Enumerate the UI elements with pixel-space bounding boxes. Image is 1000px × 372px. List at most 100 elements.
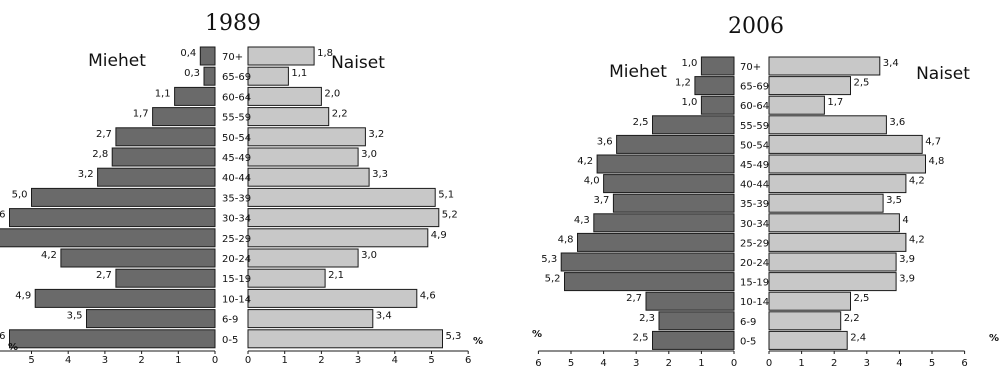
- female-value-label: 2,1: [328, 270, 344, 281]
- female-bar: [768, 174, 907, 194]
- age-group-label: 6-9: [740, 317, 756, 328]
- left-tick-label: 4: [65, 355, 71, 366]
- left-tick-label: 0: [731, 358, 737, 367]
- female-value-label: 4,7: [925, 136, 941, 147]
- age-group-label: 35-39: [222, 193, 251, 204]
- left-tick-label: 0: [212, 355, 218, 366]
- right-tick-label: 6: [961, 358, 967, 367]
- age-group-label: 15-19: [740, 278, 769, 289]
- female-bar: [768, 272, 897, 292]
- male-value-label: 0,4: [180, 48, 196, 59]
- left-tick-label: 2: [138, 355, 144, 366]
- right-tick-label: 3: [355, 355, 361, 366]
- female-bar: [768, 193, 884, 213]
- male-value-label: 3,6: [597, 136, 613, 147]
- right-tick-label: 0: [245, 355, 251, 366]
- male-bar: [694, 76, 735, 96]
- female-value-label: 2,5: [854, 293, 870, 304]
- age-group-label: 45-49: [222, 153, 251, 164]
- age-group-label: 30-34: [740, 219, 769, 230]
- female-value-label: 3,2: [368, 129, 384, 140]
- female-bar: [247, 86, 322, 106]
- female-value-label: 1,1: [291, 68, 307, 79]
- age-group-label: 60-64: [740, 101, 769, 112]
- right-tick-label: 4: [392, 355, 398, 366]
- age-group-label: 6-9: [222, 315, 238, 326]
- female-bar: [247, 167, 370, 187]
- left-tick-label: 4: [600, 358, 606, 367]
- male-bar: [115, 127, 216, 147]
- female-bar: [247, 268, 326, 288]
- female-bar: [768, 213, 900, 233]
- male-bar: [603, 174, 735, 194]
- female-value-label: 3,9: [899, 254, 915, 265]
- female-value-label: 3,4: [883, 58, 899, 69]
- female-bar: [247, 107, 330, 127]
- female-value-label: 2,0: [324, 88, 340, 99]
- male-value-label: 5,3: [541, 254, 557, 265]
- female-value-label: 3,5: [886, 195, 902, 206]
- age-group-label: 55-59: [222, 113, 251, 124]
- chart-title: 2006: [728, 14, 784, 39]
- left-tick-label: 1: [175, 355, 181, 366]
- female-value-label: 5,2: [442, 210, 458, 221]
- right-tick-label: 5: [428, 355, 434, 366]
- female-bar: [768, 154, 926, 174]
- right-tick-label: 3: [864, 358, 870, 367]
- left-tick-label: 2: [666, 358, 672, 367]
- age-group-label: 20-24: [222, 254, 251, 265]
- right-unit-label: %: [473, 336, 483, 347]
- right-side-label: Naiset: [916, 64, 970, 84]
- male-value-label: 5,6: [0, 331, 6, 342]
- female-bar: [247, 147, 359, 167]
- male-value-label: 4,0: [584, 176, 600, 187]
- female-bar: [768, 95, 825, 115]
- age-group-label: 40-44: [222, 173, 251, 184]
- female-value-label: 5,1: [438, 189, 454, 200]
- female-value-label: 2,4: [850, 332, 866, 343]
- age-group-label: 0-5: [740, 336, 756, 347]
- male-value-label: 2,7: [626, 293, 642, 304]
- age-group-label: 50-54: [740, 140, 769, 151]
- male-value-label: 2,3: [639, 313, 655, 324]
- male-bar: [0, 228, 216, 248]
- female-value-label: 4,6: [420, 290, 436, 301]
- female-bar: [768, 291, 851, 311]
- female-bar: [768, 232, 907, 252]
- male-bar: [34, 288, 216, 308]
- left-side-label: Miehet: [88, 51, 146, 71]
- female-bar: [247, 309, 374, 329]
- age-group-label: 35-39: [740, 199, 769, 210]
- male-value-label: 5,0: [12, 189, 28, 200]
- male-bar: [203, 66, 216, 86]
- female-value-label: 2,5: [854, 78, 870, 89]
- female-bar: [247, 66, 289, 86]
- male-value-label: 2,7: [96, 270, 112, 281]
- female-value-label: 4,2: [909, 176, 925, 187]
- male-bar: [652, 330, 735, 350]
- male-bar: [115, 268, 216, 288]
- male-value-label: 2,7: [96, 129, 112, 140]
- female-bar: [247, 46, 315, 66]
- left-tick-label: 3: [633, 358, 639, 367]
- female-value-label: 4,9: [431, 230, 447, 241]
- male-value-label: 4,2: [41, 250, 57, 261]
- female-bar: [247, 329, 443, 349]
- left-unit-label: %: [532, 329, 542, 340]
- male-value-label: 0,3: [184, 68, 200, 79]
- female-value-label: 4,2: [909, 234, 925, 245]
- male-bar: [31, 187, 216, 207]
- age-group-label: 0-5: [222, 335, 238, 346]
- female-bar: [247, 248, 359, 268]
- male-value-label: 5,6: [0, 210, 6, 221]
- left-side-label: Miehet: [609, 62, 667, 82]
- female-value-label: 4,8: [929, 156, 945, 167]
- male-bar: [645, 291, 735, 311]
- left-tick-label: 1: [698, 358, 704, 367]
- age-group-label: 45-49: [740, 160, 769, 171]
- age-group-label: 25-29: [222, 234, 251, 245]
- female-value-label: 1,7: [827, 97, 843, 108]
